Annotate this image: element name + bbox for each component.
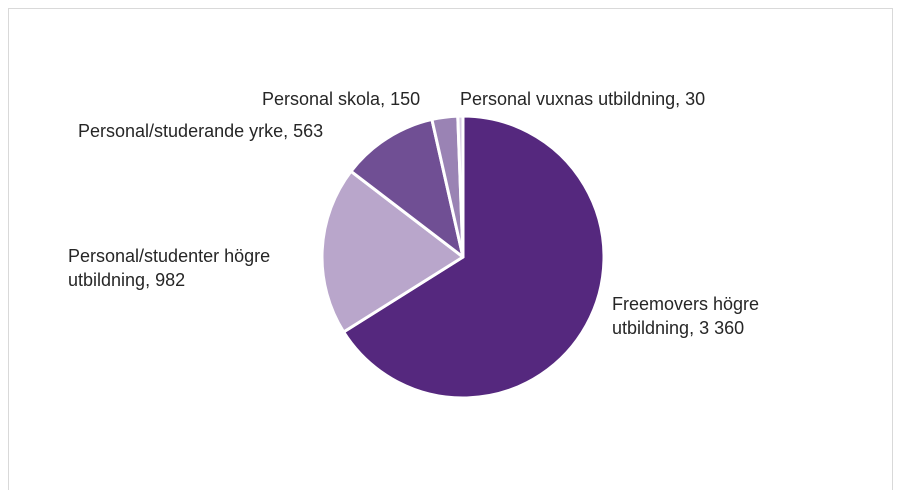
pie-slices bbox=[320, 114, 606, 400]
slice-label-line: Personal skola, 150 bbox=[262, 89, 420, 109]
slice-label-5: Personal vuxnas utbildning, 30 bbox=[460, 89, 705, 109]
slice-label-2: Personal/studenter högre utbildning, 982 bbox=[68, 246, 270, 290]
slice-label-3: Personal/studerande yrke, 563 bbox=[78, 121, 323, 141]
pie-slice-2 bbox=[320, 169, 465, 334]
slice-label-line: Personal/studenter högre bbox=[68, 246, 270, 266]
pie-slice-5 bbox=[456, 114, 465, 259]
slice-label-line: Freemovers högre bbox=[612, 294, 759, 314]
pie-labels: Freemovers högre utbildning, 3 360 Persona… bbox=[68, 89, 759, 338]
pie-slice-3 bbox=[349, 117, 465, 259]
slice-label-line: Personal/studerande yrke, 563 bbox=[78, 121, 323, 141]
pie-slice-1 bbox=[342, 114, 606, 400]
slice-label-1: Freemovers högre utbildning, 3 360 bbox=[612, 294, 759, 338]
slice-label-line: utbildning, 3 360 bbox=[612, 318, 744, 338]
slice-label-4: Personal skola, 150 bbox=[262, 89, 420, 109]
slice-label-line: utbildning, 982 bbox=[68, 270, 185, 290]
slice-label-line: Personal vuxnas utbildning, 30 bbox=[460, 89, 705, 109]
